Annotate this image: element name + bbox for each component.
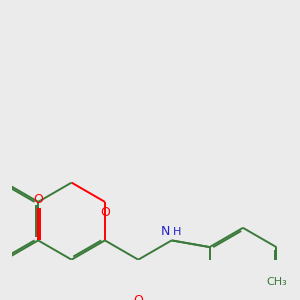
Text: O: O: [33, 194, 43, 206]
Text: O: O: [133, 294, 143, 300]
Text: O: O: [100, 206, 110, 220]
Text: CH₃: CH₃: [266, 277, 287, 287]
Text: N: N: [161, 225, 170, 238]
Text: H: H: [173, 226, 181, 236]
